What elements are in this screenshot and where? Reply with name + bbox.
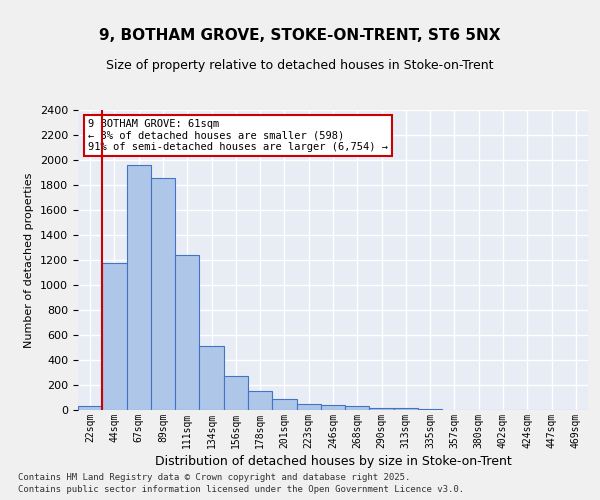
Text: Contains HM Land Registry data © Crown copyright and database right 2025.: Contains HM Land Registry data © Crown c… bbox=[18, 473, 410, 482]
Text: Contains public sector information licensed under the Open Government Licence v3: Contains public sector information licen… bbox=[18, 486, 464, 494]
Bar bbox=[102, 263, 127, 410]
X-axis label: Distribution of detached houses by size in Stoke-on-Trent: Distribution of detached houses by size … bbox=[155, 455, 511, 468]
Y-axis label: Number of detached properties: Number of detached properties bbox=[25, 172, 34, 348]
Text: 9, BOTHAM GROVE, STOKE-ON-TRENT, ST6 5NX: 9, BOTHAM GROVE, STOKE-ON-TRENT, ST6 5NX bbox=[99, 28, 501, 42]
Bar bbox=[248, 390, 272, 410]
Bar bbox=[296, 404, 321, 410]
Bar bbox=[224, 376, 248, 410]
Bar bbox=[345, 406, 370, 410]
Bar bbox=[78, 406, 102, 410]
Bar bbox=[151, 178, 175, 410]
Text: 9 BOTHAM GROVE: 61sqm
← 8% of detached houses are smaller (598)
91% of semi-deta: 9 BOTHAM GROVE: 61sqm ← 8% of detached h… bbox=[88, 119, 388, 152]
Bar bbox=[321, 405, 345, 410]
Bar bbox=[199, 346, 224, 410]
Bar bbox=[394, 408, 418, 410]
Bar bbox=[127, 165, 151, 410]
Text: Size of property relative to detached houses in Stoke-on-Trent: Size of property relative to detached ho… bbox=[106, 58, 494, 71]
Bar bbox=[370, 408, 394, 410]
Bar bbox=[272, 399, 296, 410]
Bar bbox=[175, 255, 199, 410]
